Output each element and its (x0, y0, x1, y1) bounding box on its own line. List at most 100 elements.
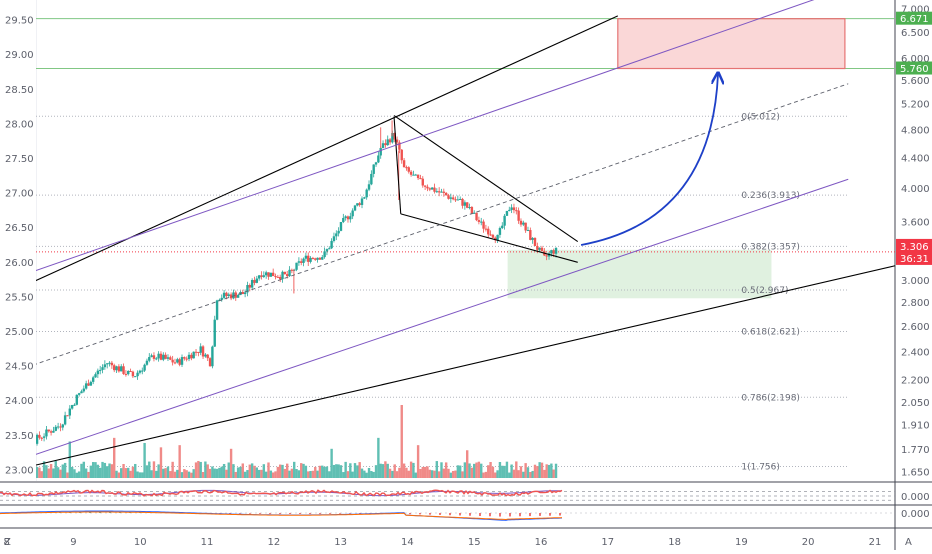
volume-bar (209, 469, 211, 478)
volume-bar (298, 470, 300, 478)
candle-body (466, 202, 468, 207)
candle-body (408, 167, 410, 171)
candle-body (253, 280, 255, 283)
right-axis-tick: 2.400 (901, 347, 930, 358)
candle-body (122, 366, 124, 374)
volume-bar (344, 462, 346, 478)
candle-body (361, 199, 363, 205)
candle-body (214, 320, 216, 347)
volume-bar (527, 467, 529, 478)
candle-body (209, 358, 211, 366)
volume-bar (384, 461, 386, 478)
volume-bar (347, 471, 349, 478)
fib-level-label: 0.382(3.357) (741, 242, 800, 252)
x-axis-tick: 13 (334, 537, 347, 548)
volume-bar (391, 471, 393, 478)
candle-body (314, 258, 316, 259)
volume-bar (232, 464, 234, 478)
volume-bar (111, 464, 113, 478)
candle-body (415, 175, 417, 176)
volume-bar (475, 463, 477, 478)
macd-histogram-bar (279, 513, 281, 514)
volume-bar (524, 463, 526, 478)
candle-body (127, 371, 129, 374)
x-axis-tick: 16 (535, 537, 548, 548)
candle-body (274, 276, 276, 277)
macd-histogram-bar (239, 513, 241, 514)
candle-body (228, 294, 230, 296)
candle-body (351, 211, 353, 217)
candle-body (256, 279, 258, 283)
candle-body (167, 357, 169, 359)
candle-body (295, 263, 297, 270)
macd-histogram-bar (249, 513, 251, 514)
volume-bar (41, 471, 43, 478)
candle-body (251, 280, 253, 288)
right-axis-tick: 1.650 (901, 468, 930, 479)
candle-body (541, 248, 543, 251)
candle-body (66, 415, 68, 416)
candle-body (520, 221, 522, 225)
candle-body (321, 257, 323, 260)
volume-bar (529, 472, 531, 478)
candle-body (459, 199, 461, 200)
candle-body (377, 155, 379, 162)
volume-bar (274, 471, 276, 478)
volume-bar (48, 469, 50, 478)
fib-level-label: 0.618(2.621) (741, 328, 800, 338)
candle-body (309, 258, 311, 262)
candle-body (41, 438, 43, 439)
volume-bar (520, 466, 522, 478)
candle-body (550, 250, 552, 253)
x-axis-tick: 12 (267, 537, 280, 548)
macd-histogram-bar (429, 513, 431, 515)
volume-bar (426, 466, 428, 478)
volume-bar (169, 471, 171, 478)
volume-bar (410, 462, 412, 478)
candle-body (185, 359, 187, 360)
volume-bar (181, 472, 183, 478)
candle-body (356, 203, 358, 205)
volume-bar (548, 465, 550, 478)
candle-body (197, 352, 199, 353)
volume-bar (415, 473, 417, 478)
candle-body (57, 426, 59, 427)
target-zone (618, 19, 845, 69)
macd-histogram-bar (419, 513, 421, 514)
volume-bar (433, 471, 435, 478)
candle-body (370, 174, 372, 184)
volume-bar (155, 471, 157, 478)
volume-bar (242, 463, 244, 478)
volume-bar (260, 470, 262, 478)
volume-bar (258, 470, 260, 478)
candle-body (433, 188, 435, 192)
left-axis-tick: 25.50 (5, 292, 34, 303)
candle-body (73, 405, 75, 406)
candle-body (195, 352, 197, 353)
candle-body (300, 261, 302, 263)
volume-bar (162, 469, 164, 478)
volume-bar (141, 472, 143, 478)
candle-body (368, 184, 370, 189)
candle-body (429, 188, 431, 189)
candle-body (475, 213, 477, 220)
candle-body (150, 355, 152, 357)
candle-body (316, 258, 318, 260)
candle-body (125, 374, 127, 375)
macd-histogram-bar (349, 513, 351, 514)
right-axis-tick: 6.500 (901, 28, 930, 39)
candle-body (417, 175, 419, 178)
left-axis-tick: 27.50 (5, 154, 34, 165)
corner-label-right: A (905, 537, 912, 548)
left-axis-tick: 23.00 (5, 465, 34, 476)
left-axis-background (0, 0, 36, 481)
volume-bar (473, 464, 475, 478)
candle-body (192, 352, 194, 359)
candle-body (387, 139, 389, 145)
x-axis-tick: 17 (601, 537, 614, 548)
candle-body (188, 355, 190, 359)
volume-bar (176, 470, 178, 478)
macd-histogram-bar (409, 513, 411, 514)
candle-body (545, 255, 547, 256)
volume-bar (375, 465, 377, 478)
